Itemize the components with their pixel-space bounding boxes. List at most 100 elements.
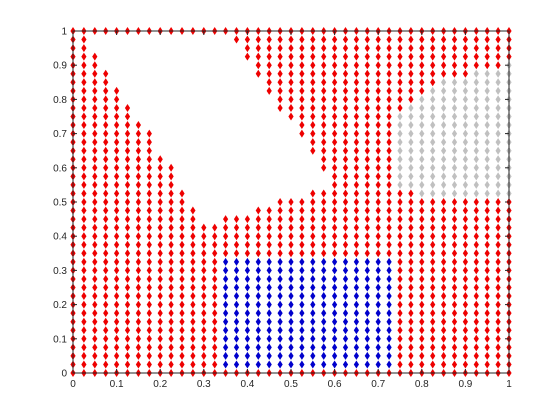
data-point <box>277 95 283 104</box>
data-point <box>342 189 349 198</box>
y-tick-label: 0.5 <box>53 198 67 209</box>
data-point <box>495 198 501 206</box>
data-point <box>386 300 392 309</box>
data-point <box>244 343 250 352</box>
data-point <box>353 249 359 258</box>
data-point <box>233 266 240 275</box>
data-point <box>342 292 349 301</box>
data-point <box>223 317 229 326</box>
data-point <box>364 35 370 44</box>
data-point <box>124 292 131 301</box>
data-point <box>332 180 338 189</box>
data-point <box>266 351 272 360</box>
data-point <box>495 240 501 249</box>
data-point <box>233 240 240 249</box>
data-point <box>332 146 338 155</box>
data-point <box>321 146 327 155</box>
data-point <box>168 266 174 275</box>
data-point <box>201 351 207 360</box>
data-point <box>408 95 414 104</box>
data-point <box>364 215 370 224</box>
data-point <box>146 266 152 275</box>
data-point <box>135 180 141 189</box>
data-point <box>364 249 370 258</box>
data-point <box>321 266 327 275</box>
data-point <box>375 78 381 87</box>
data-point <box>397 180 403 189</box>
data-point <box>277 61 283 70</box>
data-point <box>386 103 392 112</box>
data-point <box>408 206 414 215</box>
data-point <box>103 95 109 104</box>
data-point <box>332 44 338 53</box>
data-point <box>146 309 152 318</box>
data-point <box>484 274 490 283</box>
data-point <box>430 351 436 360</box>
data-point <box>473 198 479 206</box>
data-point <box>364 44 370 53</box>
data-point <box>430 163 436 172</box>
data-point <box>408 44 414 53</box>
data-point <box>495 343 501 352</box>
data-point <box>255 61 261 70</box>
data-point <box>386 61 392 70</box>
data-point <box>484 138 490 147</box>
data-point <box>114 103 120 112</box>
data-point <box>386 198 392 206</box>
data-point <box>353 317 359 326</box>
data-point <box>332 86 338 95</box>
data-point <box>310 334 316 343</box>
data-point <box>408 103 414 112</box>
data-point <box>473 334 479 343</box>
data-point <box>419 78 425 87</box>
data-point <box>430 78 436 87</box>
data-point <box>484 86 490 95</box>
data-point <box>408 274 414 283</box>
data-point <box>310 232 316 241</box>
data-point <box>408 334 414 343</box>
data-point <box>92 223 98 232</box>
data-point <box>124 300 131 309</box>
data-point <box>135 309 141 318</box>
data-point <box>397 232 403 241</box>
data-point <box>223 266 229 275</box>
data-point <box>81 69 87 78</box>
data-point <box>484 283 490 292</box>
data-point <box>157 189 163 198</box>
data-point <box>299 266 305 275</box>
data-point <box>473 69 479 78</box>
data-point <box>451 44 458 53</box>
data-point <box>473 274 479 283</box>
data-point <box>441 292 447 301</box>
data-point <box>473 35 479 44</box>
data-point <box>310 215 316 224</box>
data-point <box>233 249 240 258</box>
data-point <box>451 112 458 121</box>
data-point <box>386 292 392 301</box>
data-point <box>310 326 316 335</box>
data-point <box>484 317 490 326</box>
data-point <box>462 283 468 292</box>
data-point <box>103 172 109 181</box>
data-point <box>277 360 283 369</box>
data-point <box>103 215 109 224</box>
data-point <box>277 206 283 215</box>
data-point <box>462 69 468 78</box>
data-point <box>310 300 316 309</box>
data-point <box>375 103 381 112</box>
data-point <box>299 52 305 61</box>
data-point <box>157 317 163 326</box>
data-point <box>244 283 250 292</box>
data-point <box>233 283 240 292</box>
data-point <box>277 69 283 78</box>
data-point <box>441 103 447 112</box>
data-point <box>430 44 436 53</box>
data-point <box>397 138 403 147</box>
data-point <box>168 215 174 224</box>
data-point <box>342 249 349 258</box>
data-point <box>408 189 414 198</box>
data-point <box>364 351 370 360</box>
data-point <box>157 163 163 172</box>
data-point <box>321 163 327 172</box>
data-point <box>342 78 349 87</box>
